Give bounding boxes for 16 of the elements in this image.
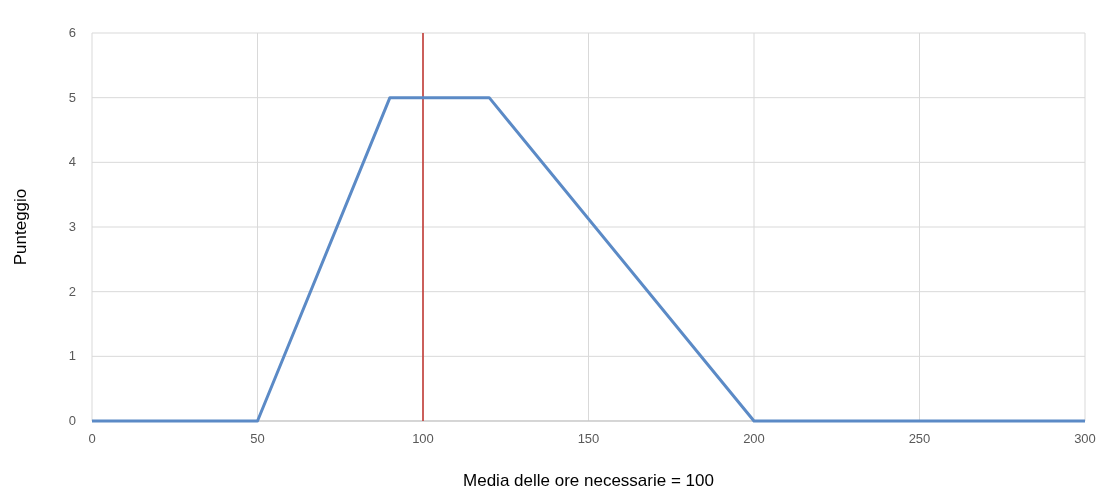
x-axis-title: Media delle ore necessarie = 100	[463, 471, 714, 490]
x-tick-label: 50	[250, 431, 265, 446]
y-tick-label: 3	[68, 219, 76, 234]
y-tick-label: 6	[68, 25, 76, 40]
x-tick-label: 300	[1074, 431, 1096, 446]
x-tick-label: 100	[412, 431, 434, 446]
y-tick-label: 4	[68, 154, 76, 170]
y-tick-label: 1	[68, 348, 76, 364]
x-tick-label: 250	[908, 431, 931, 446]
x-tick-label: 150	[577, 431, 600, 446]
y-tick-label: 5	[68, 89, 76, 105]
x-tick-label: 200	[743, 431, 765, 446]
y-axis-title: Punteggio	[11, 188, 30, 266]
y-tick-label: 0	[68, 413, 76, 428]
x-tick-label: 0	[88, 431, 96, 446]
y-tick-label: 2	[68, 283, 76, 299]
